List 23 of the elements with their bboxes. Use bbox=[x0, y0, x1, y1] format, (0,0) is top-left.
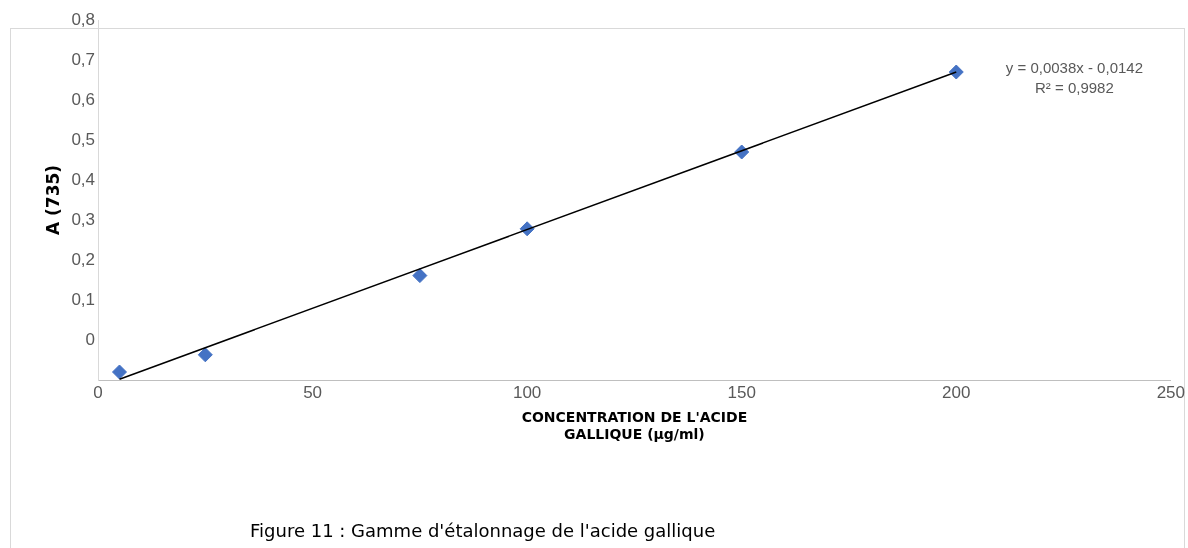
y-tick-label: 0,3 bbox=[71, 209, 96, 229]
point bbox=[197, 347, 213, 363]
x-tick-label: 150 bbox=[727, 382, 756, 402]
y-tick-label: 0,8 bbox=[71, 9, 96, 29]
y-tick-label: 0,1 bbox=[71, 289, 96, 309]
y-tick-label: 0,2 bbox=[71, 249, 96, 269]
point bbox=[948, 64, 964, 80]
y-tick-label: 0,6 bbox=[71, 89, 96, 109]
point bbox=[412, 268, 428, 284]
x-tick-label: 250 bbox=[1156, 382, 1186, 402]
y-tick-label: 0,5 bbox=[71, 129, 96, 149]
annotation: R² = 0,9982 bbox=[1034, 78, 1115, 98]
y-tick-label: 0,4 bbox=[71, 169, 96, 189]
x-tick-label: 200 bbox=[942, 382, 971, 402]
point bbox=[111, 364, 127, 380]
annotation: y = 0,0038x - 0,0142 bbox=[1005, 58, 1143, 78]
y-axis-title: A (735) bbox=[42, 164, 63, 236]
caption: Figure 11 : Gamme d'étalonnage de l'acide gallique bbox=[250, 520, 716, 541]
x-axis-title: CONCENTRATION DE L'ACIDE GALLIQUE (µg/ml) bbox=[521, 409, 748, 443]
y-tick-label: 0 bbox=[85, 329, 96, 349]
x-tick-label: 100 bbox=[512, 382, 542, 402]
x-tick-label: 50 bbox=[303, 382, 323, 402]
y-tick-label: 0,7 bbox=[71, 49, 96, 69]
